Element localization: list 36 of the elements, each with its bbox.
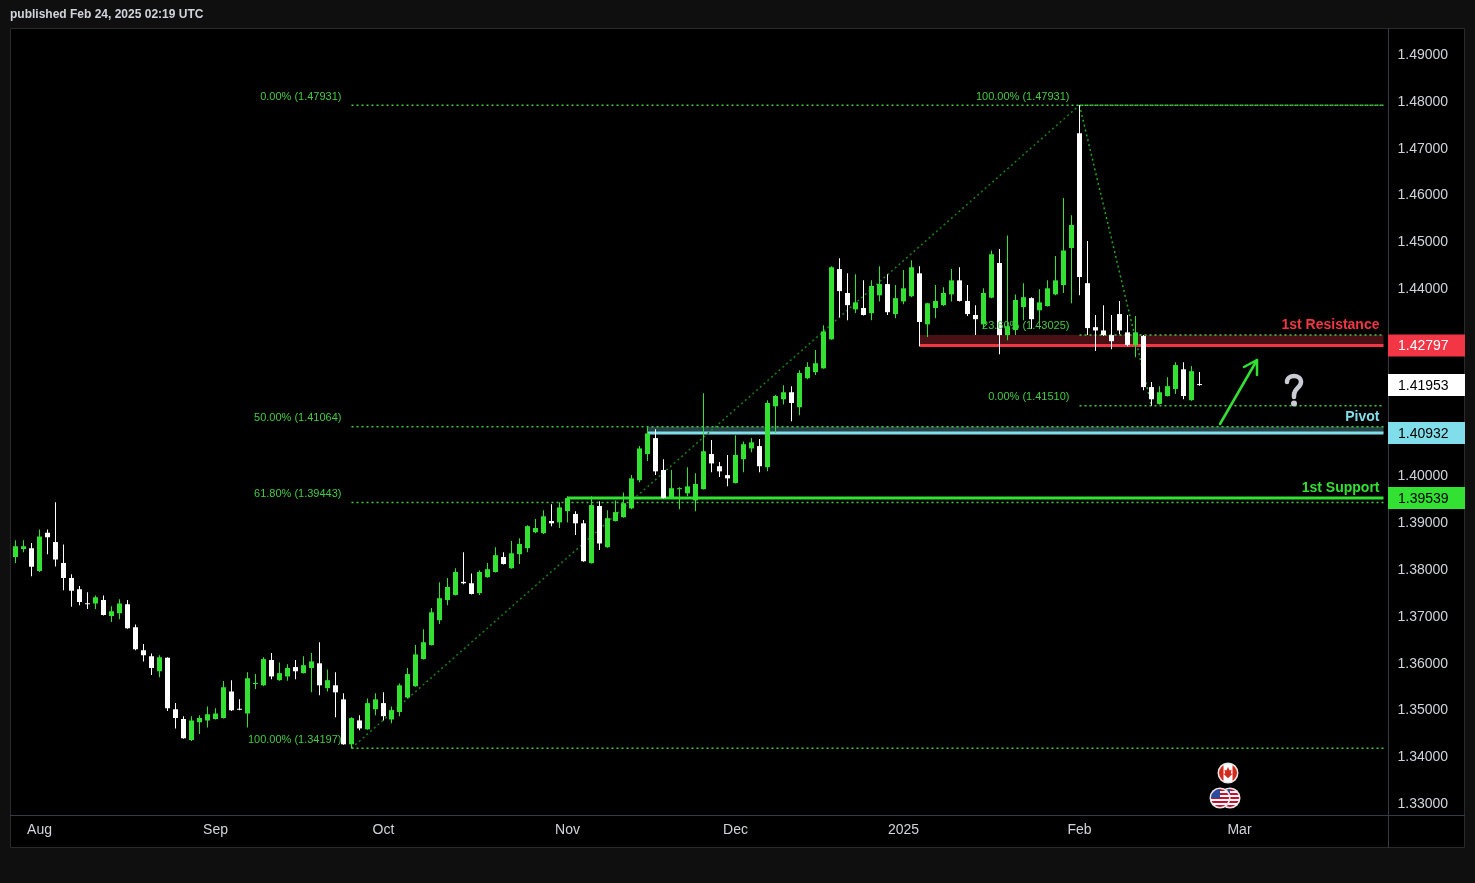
y-tick-label: 1.47000 xyxy=(1397,139,1449,156)
series-label: 0.00% (1.47931) xyxy=(260,89,342,102)
y-tick-label: 1.38000 xyxy=(1397,561,1449,577)
series-label: 1st Resistance xyxy=(1281,315,1380,332)
x-tick-label: Oct xyxy=(372,821,395,838)
y-tick-label: 1.49000 xyxy=(1397,46,1449,63)
y-tick-label: 1.35000 xyxy=(1397,701,1449,718)
x-tick-label: Mar xyxy=(1227,821,1252,838)
text: 1.41953 xyxy=(1398,376,1449,393)
series-label: 0.00% (1.41510) xyxy=(988,390,1070,403)
x-tick-label: Feb xyxy=(1067,821,1092,838)
x-tick-label: Aug xyxy=(27,821,52,838)
data-label: 1.42797 xyxy=(1398,337,1449,354)
y-tick-label: 1.48000 xyxy=(1397,92,1449,109)
y-tick-label: 1.46000 xyxy=(1397,186,1449,203)
y-tick-label: 1.37000 xyxy=(1397,607,1449,624)
series-label: 1st Support xyxy=(1301,478,1380,495)
series-label: 100.00% (1.34197) xyxy=(247,732,342,745)
data-label: 1.39539 xyxy=(1398,489,1449,506)
y-tick-label: 1.44000 xyxy=(1397,280,1449,297)
y-tick-label: 1.36000 xyxy=(1397,654,1449,671)
y-tick-label: 1.34000 xyxy=(1397,748,1449,765)
y-tick-label: 1.33000 xyxy=(1397,795,1449,812)
series-label: 50.00% (1.41064) xyxy=(254,411,342,424)
series-label: 100.00% (1.47931) xyxy=(975,89,1070,102)
x-tick-label: 2025 xyxy=(887,821,920,838)
x-tick-label: Sep xyxy=(203,821,229,838)
y-tick-label: 1.45000 xyxy=(1397,233,1449,250)
series-label: 61.80% (1.39443) xyxy=(254,487,342,500)
x-tick-label: Dec xyxy=(723,821,748,838)
y-tick-label: 1.39000 xyxy=(1397,514,1449,531)
y-tick-label: 1.40000 xyxy=(1397,467,1449,484)
data-label: 1.40932 xyxy=(1398,424,1449,441)
x-tick-label: Nov xyxy=(555,821,580,838)
text: published Feb 24, 2025 02:19 UTC xyxy=(10,7,204,21)
series-label: Pivot xyxy=(1345,407,1380,424)
